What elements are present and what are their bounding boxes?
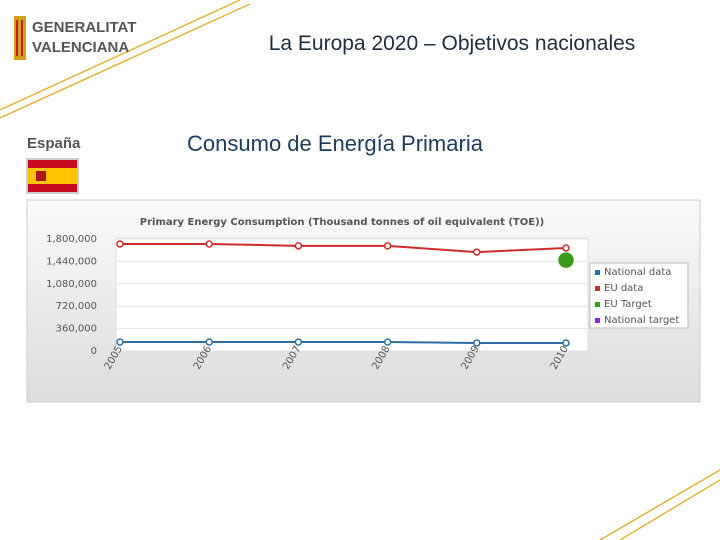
- subtitle: Consumo de Energía Primaria: [187, 131, 484, 156]
- y-tick-label: 1,440,000: [46, 256, 97, 267]
- data-point: [294, 242, 303, 250]
- y-tick-label: 1,800,000: [46, 234, 97, 245]
- series-line: [120, 340, 566, 344]
- data-point: [205, 240, 213, 248]
- logo-text: VALENCIANA: [32, 39, 129, 56]
- country: España: [27, 135, 81, 152]
- data-point: [116, 338, 124, 346]
- data-point: [558, 252, 574, 268]
- data-point: [383, 338, 392, 346]
- data-point: [383, 242, 392, 250]
- y-tick-label: 1,080,000: [46, 279, 97, 290]
- legend: [589, 262, 689, 329]
- logo: GENERALITAT VALENCIANA: [14, 16, 136, 60]
- y-tick-label: 0: [91, 346, 97, 357]
- legend-label: EU Target: [604, 299, 652, 310]
- series-line: [120, 242, 567, 254]
- legend-label: National target: [604, 315, 679, 326]
- data-point: [294, 338, 303, 346]
- flag: [26, 158, 79, 194]
- logo-text: GENERALITAT: [32, 19, 136, 36]
- data-point: [116, 240, 124, 248]
- chart-title: Primary Energy Consumption (Thousand ton…: [140, 217, 544, 228]
- legend-swatch: [595, 286, 600, 291]
- legend-swatch: [595, 318, 600, 323]
- y-tick-label: 720,000: [56, 301, 97, 312]
- data-point: [473, 248, 481, 256]
- data-point: [473, 339, 481, 347]
- legend-label: EU data: [604, 283, 643, 294]
- legend-label: National data: [604, 267, 671, 278]
- data-point: [205, 338, 213, 346]
- legend-swatch: [595, 270, 600, 275]
- plot-area: [115, 237, 589, 353]
- legend-swatch: [595, 302, 600, 307]
- data-point: [562, 339, 570, 347]
- data-point: [562, 244, 570, 252]
- y-tick-label: 360,000: [56, 324, 97, 335]
- slide-title: La Europa 2020 – Objetivos nacionales: [269, 32, 636, 55]
